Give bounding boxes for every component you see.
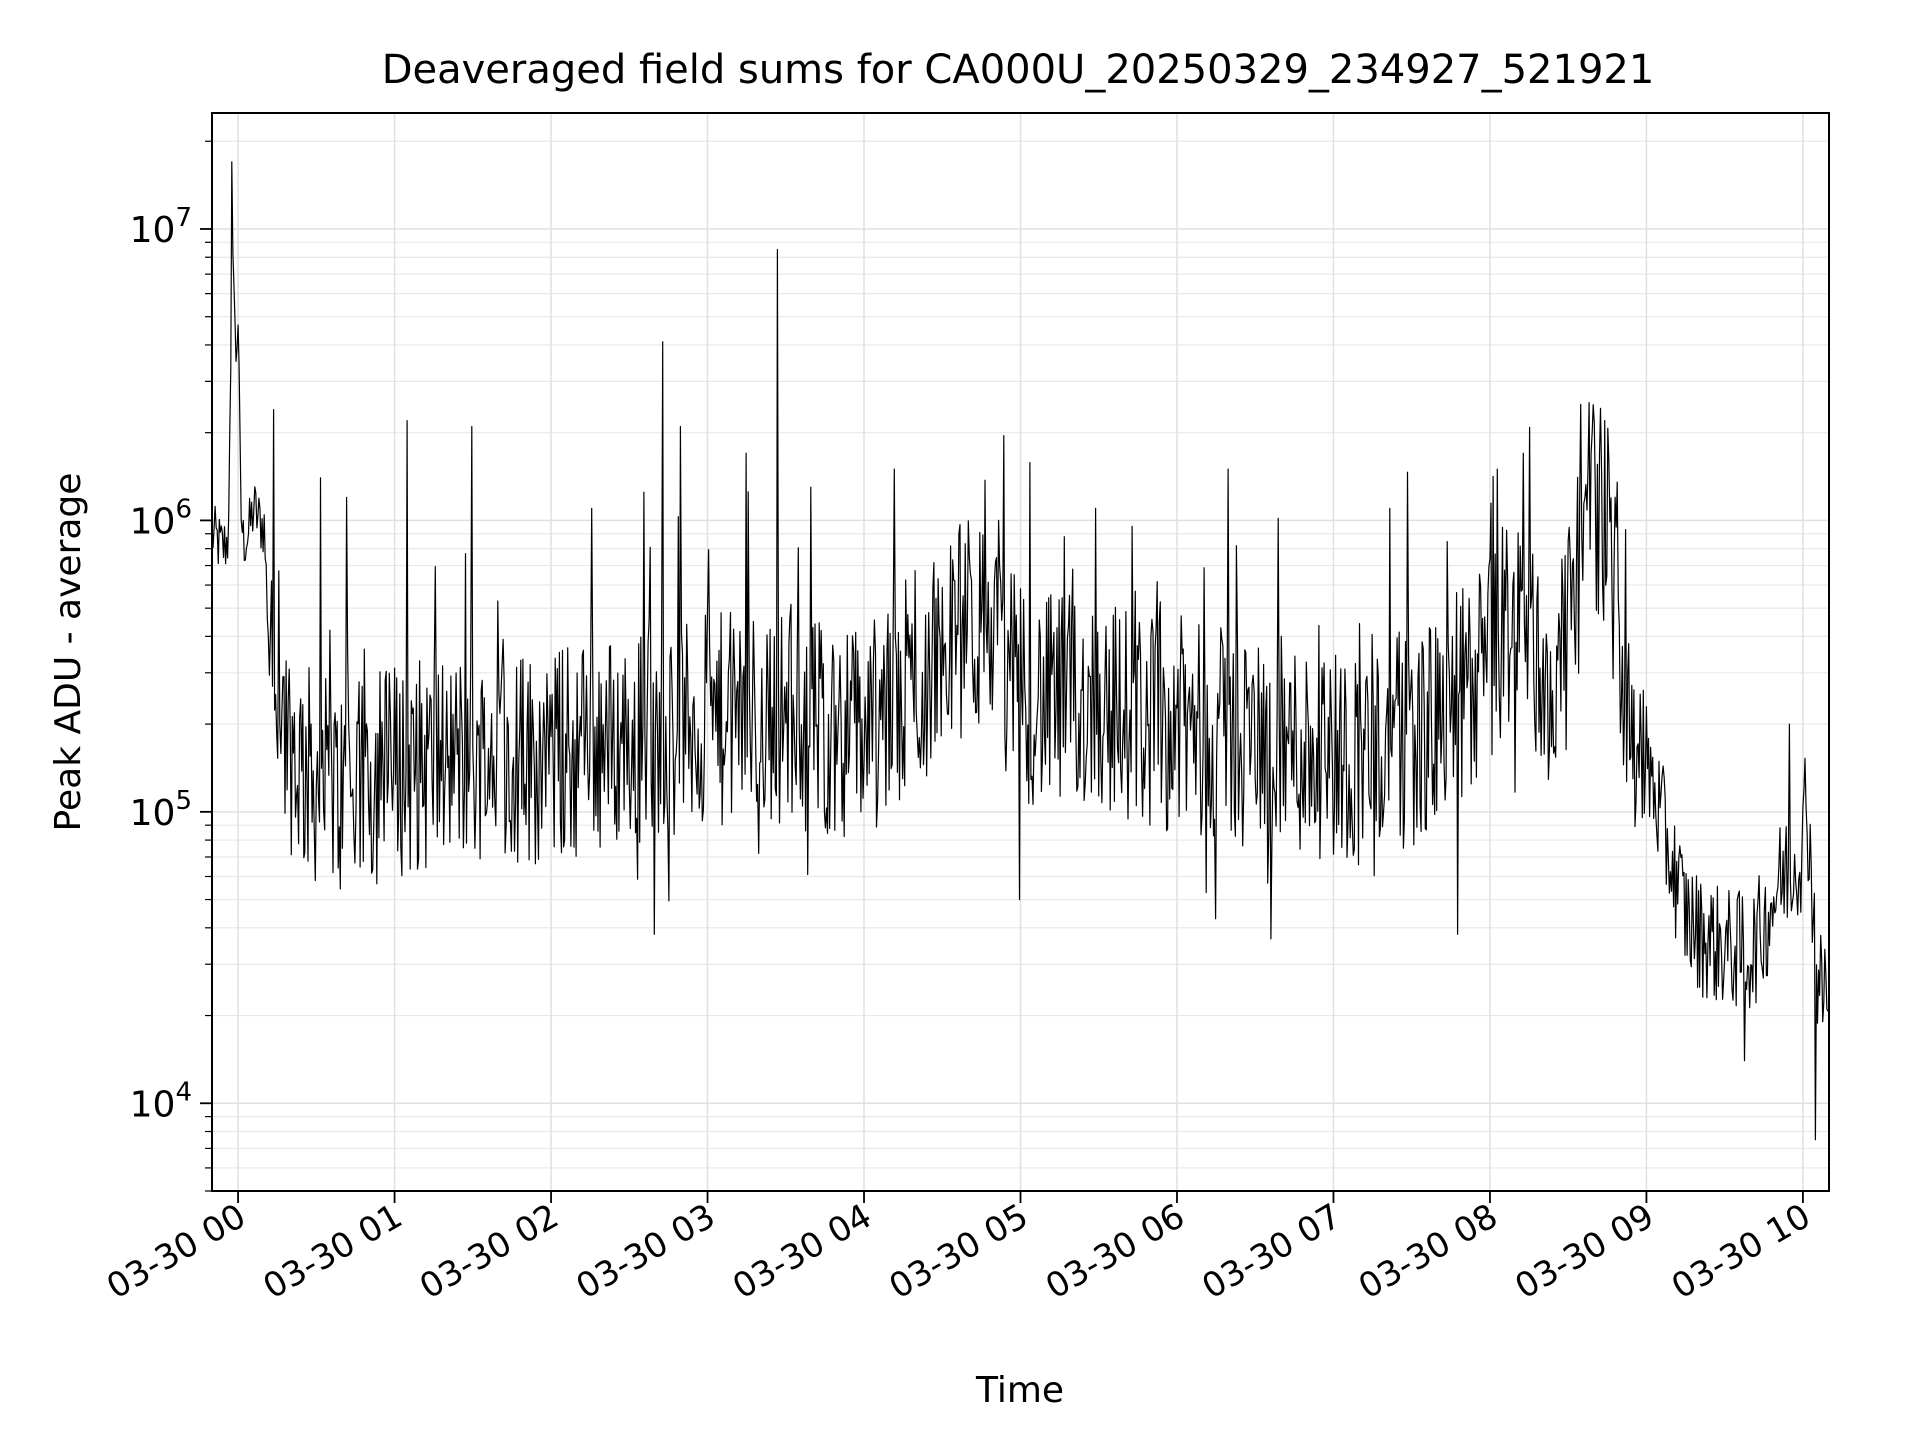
x-tick-label: 03-30 08 [1352, 1196, 1504, 1307]
series-line [211, 161, 1829, 1141]
x-tick-label: 03-30 06 [1039, 1196, 1191, 1307]
y-axis: 104 105 106 107 [130, 140, 212, 1192]
y-tick-label: 105 [130, 786, 192, 834]
y-tick-label: 107 [130, 203, 192, 251]
x-tick-label: 03-30 04 [726, 1196, 878, 1307]
y-tick-label: 104 [130, 1077, 192, 1125]
x-axis: 03-30 00 03-30 01 03-30 02 03-30 03 03-30 04… [100, 1191, 1817, 1307]
x-tick-label: 03-30 00 [100, 1196, 252, 1307]
x-tick-label: 03-30 05 [883, 1196, 1035, 1307]
x-tick-label: 03-30 09 [1509, 1196, 1661, 1307]
x-tick-label: 03-30 02 [413, 1196, 565, 1307]
x-tick-label: 03-30 10 [1665, 1196, 1817, 1307]
y-axis-label: Peak ADU - average [48, 473, 89, 832]
x-tick-label: 03-30 01 [257, 1196, 409, 1307]
y-tick-label: 106 [130, 494, 192, 542]
chart-title: Deaveraged field sums for CA000U_2025032… [382, 47, 1655, 93]
x-tick-label: 03-30 03 [570, 1196, 722, 1307]
series-layer [211, 161, 1829, 1141]
x-tick-label: 03-30 07 [1196, 1196, 1348, 1307]
x-axis-label: Time [975, 1370, 1064, 1411]
